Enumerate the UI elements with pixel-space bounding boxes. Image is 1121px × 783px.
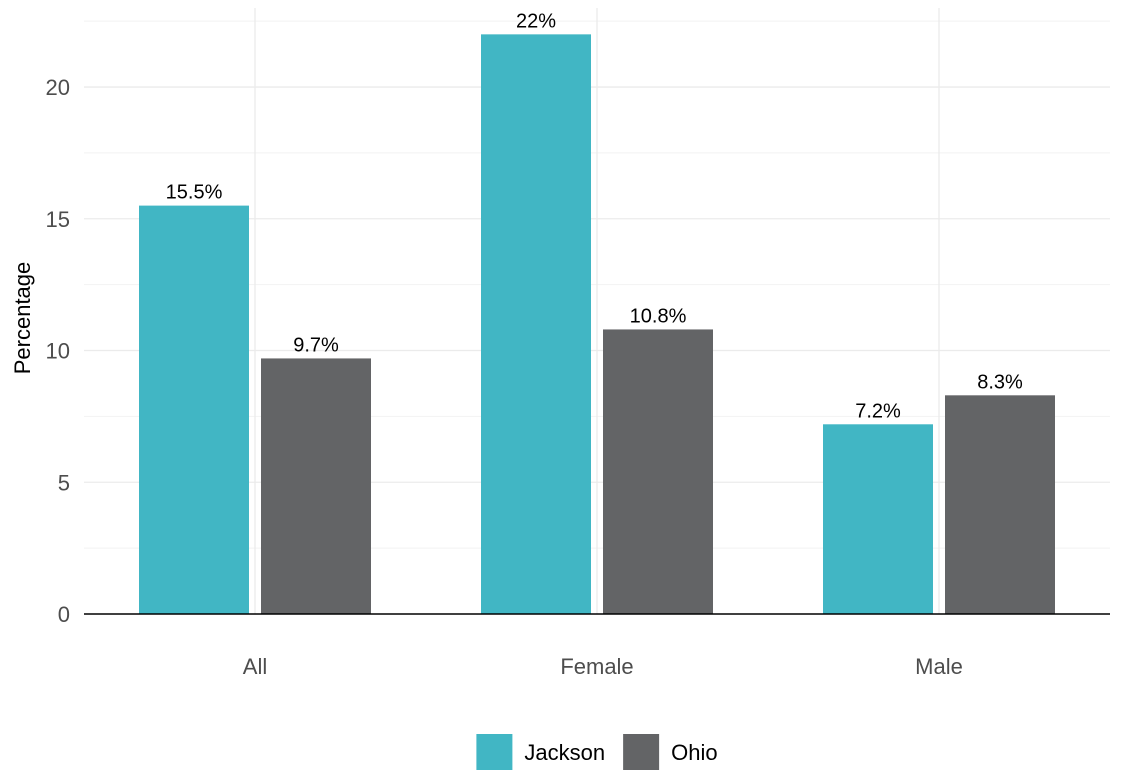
bar-ohio-all xyxy=(261,358,371,614)
bar-jackson-all xyxy=(139,205,249,614)
gridlines xyxy=(84,8,1110,614)
data-label: 15.5% xyxy=(166,182,223,204)
legend-label: Jackson xyxy=(524,740,605,765)
legend-swatch xyxy=(476,734,513,770)
legend-item-ohio: Ohio xyxy=(623,734,718,770)
legend-label: Ohio xyxy=(671,740,717,765)
data-label: 7.2% xyxy=(855,400,901,422)
legend-swatch xyxy=(623,734,660,770)
bar-jackson-female xyxy=(481,34,591,614)
bars xyxy=(139,34,1055,614)
y-tick-label: 10 xyxy=(46,339,70,364)
data-label: 22% xyxy=(516,10,556,32)
data-labels: 15.5% 22% 7.2% 9.7% 10.8% 8.3% xyxy=(166,10,1023,422)
x-tick-label: Male xyxy=(915,654,963,679)
data-label: 9.7% xyxy=(293,334,339,356)
y-axis-title: Percentage xyxy=(10,262,35,375)
legend-item-jackson: Jackson xyxy=(476,734,605,770)
x-tick-label: All xyxy=(243,654,267,679)
y-tick-label: 20 xyxy=(46,75,70,100)
legend: Jackson Ohio xyxy=(476,734,718,770)
y-tick-label: 5 xyxy=(58,470,70,495)
bar-ohio-female xyxy=(603,329,713,614)
data-label: 8.3% xyxy=(977,371,1023,393)
bar-ohio-male xyxy=(945,395,1055,614)
axes: 0 5 10 15 20 All Female Male xyxy=(46,75,1110,679)
data-label: 10.8% xyxy=(630,305,687,327)
bar-jackson-male xyxy=(823,424,933,614)
y-tick-label: 0 xyxy=(58,602,70,627)
y-tick-label: 15 xyxy=(46,207,70,232)
x-tick-label: Female xyxy=(560,654,633,679)
